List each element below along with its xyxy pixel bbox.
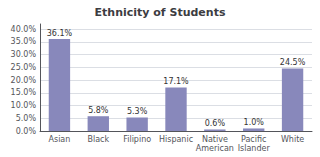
- svg-text:30.0%: 30.0%: [11, 50, 37, 59]
- svg-text:1.0%: 1.0%: [244, 118, 265, 127]
- svg-text:Native: Native: [202, 135, 228, 144]
- svg-text:American: American: [196, 144, 234, 153]
- svg-text:Black: Black: [87, 135, 109, 144]
- svg-text:17.1%: 17.1%: [163, 77, 189, 86]
- svg-text:40.0%: 40.0%: [11, 25, 37, 34]
- svg-text:Ethnicity of Students: Ethnicity of Students: [95, 6, 226, 19]
- svg-text:25.0%: 25.0%: [11, 63, 37, 72]
- svg-text:0.6%: 0.6%: [205, 119, 226, 128]
- svg-text:Filipino: Filipino: [123, 135, 151, 144]
- svg-text:36.1%: 36.1%: [47, 29, 73, 38]
- svg-text:White: White: [281, 135, 304, 144]
- svg-text:15.0%: 15.0%: [11, 88, 37, 97]
- svg-text:24.5%: 24.5%: [280, 58, 306, 67]
- svg-text:Asian: Asian: [49, 135, 71, 144]
- svg-text:5.0%: 5.0%: [16, 114, 37, 123]
- svg-text:5.8%: 5.8%: [88, 106, 109, 115]
- svg-text:20.0%: 20.0%: [11, 76, 37, 85]
- svg-text:10.0%: 10.0%: [11, 101, 37, 110]
- svg-text:Islander: Islander: [238, 144, 271, 153]
- svg-text:5.3%: 5.3%: [127, 107, 148, 116]
- svg-text:Pacific: Pacific: [241, 135, 266, 144]
- svg-text:35.0%: 35.0%: [11, 37, 37, 46]
- svg-text:0.0%: 0.0%: [16, 127, 37, 136]
- svg-text:Hispanic: Hispanic: [159, 135, 193, 144]
